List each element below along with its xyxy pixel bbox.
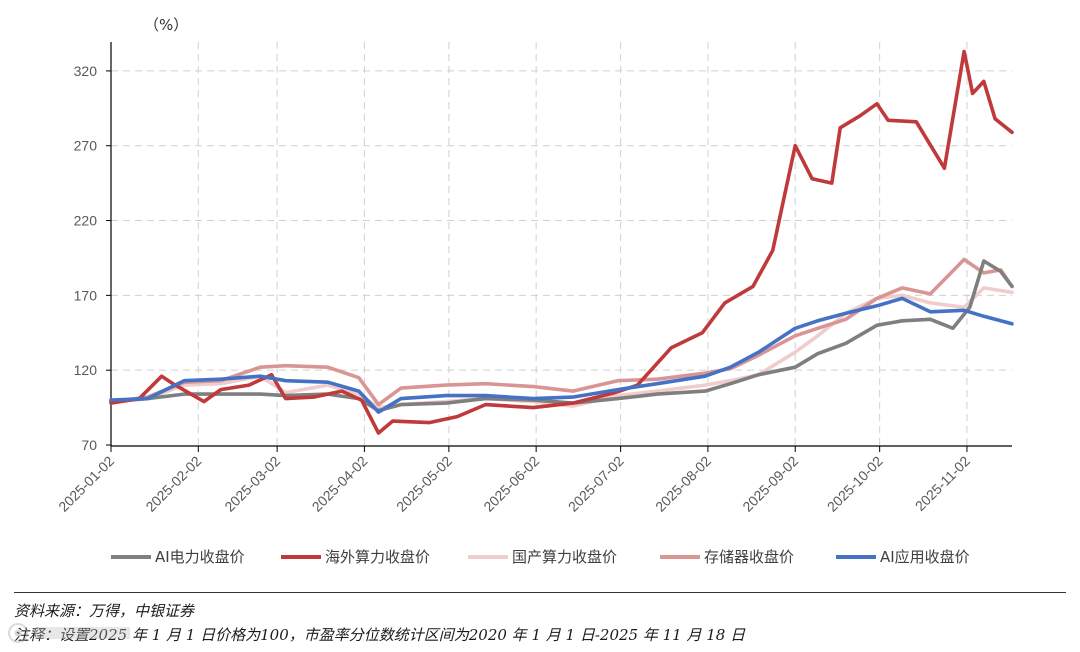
series-line-4: [109, 257, 1014, 407]
legend-label-2: 海外算力收盘价: [325, 548, 430, 566]
remark-note: 注释：设置2025 年 1 月 1 日价格为100，市盈率分位数统计区间为202…: [14, 626, 746, 644]
y-tick-label: 320: [74, 63, 98, 79]
x-tick-label: 2025-04-02: [309, 453, 371, 515]
x-tick-label: 2025-01-02: [55, 453, 117, 515]
y-tick-label: 170: [74, 287, 98, 303]
axes: [106, 42, 1012, 452]
legend-label-3: 国产算力收盘价: [512, 548, 617, 566]
x-tick-label: 2025-03-02: [221, 453, 283, 515]
series-lines: [109, 49, 1014, 435]
x-tick-label: 2025-06-02: [480, 453, 542, 515]
y-tick-label: 120: [74, 362, 98, 378]
legend: AI电力收盘价 海外算力收盘价 国产算力收盘价 存储器收盘价 AI应用收盘价: [111, 548, 970, 566]
legend-label-4: 存储器收盘价: [704, 548, 794, 566]
x-tick-label: 2025-02-02: [142, 453, 204, 515]
x-tick-label: 2025-05-02: [393, 453, 455, 515]
footer-divider: [14, 592, 1066, 593]
y-tick-label: 70: [81, 437, 97, 453]
legend-label-1: AI电力收盘价: [155, 548, 245, 566]
y-tick-label: 220: [74, 213, 98, 229]
watermark-logo: [8, 623, 130, 643]
x-tick-label: 2025-08-02: [652, 453, 714, 515]
source-note: 资料来源：万得，中银证券: [14, 602, 195, 620]
unit-label: （%）: [144, 16, 188, 34]
x-tick-label: 2025-10-02: [824, 453, 886, 515]
footer: 资料来源：万得，中银证券 注释：设置2025 年 1 月 1 日价格为100，市…: [14, 592, 1066, 647]
x-tick-label: 2025-09-02: [739, 453, 801, 515]
series-line-1: [109, 259, 1014, 413]
y-tick-labels: 70 120 170 220 270 320: [74, 63, 98, 453]
x-tick-labels: 2025-01-02 2025-02-02 2025-03-02 2025-04-02…: [55, 453, 973, 515]
y-tick-label: 270: [74, 138, 98, 154]
x-tick-label: 2025-07-02: [565, 453, 627, 515]
x-tick-label: 2025-11-02: [912, 453, 973, 514]
series-line-5: [109, 296, 1014, 414]
legend-label-5: AI应用收盘价: [880, 548, 970, 566]
